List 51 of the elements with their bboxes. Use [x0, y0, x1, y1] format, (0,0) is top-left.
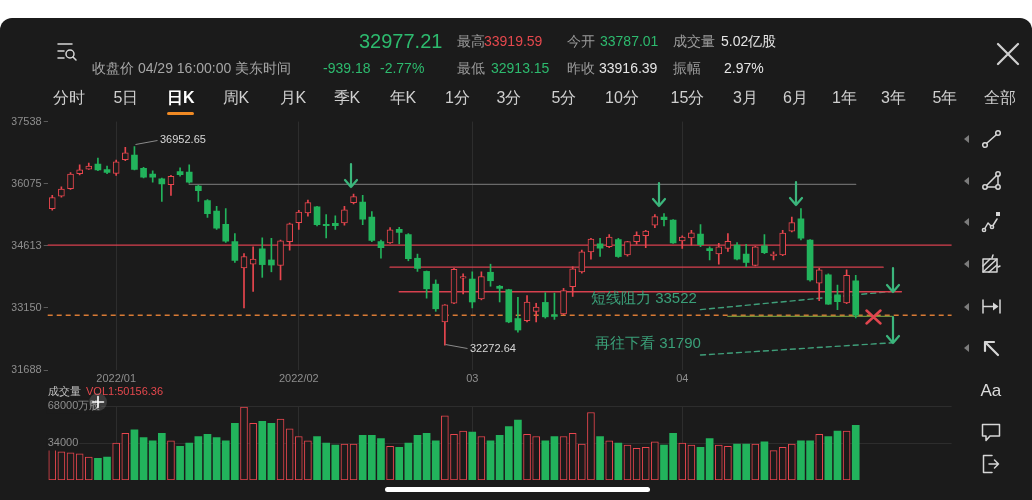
text: 昨收	[567, 59, 595, 77]
text: 1分	[445, 88, 470, 108]
text: 32977.21	[359, 29, 443, 53]
text: 10分	[605, 88, 639, 108]
text: 最高	[457, 32, 485, 50]
text: 月K	[279, 88, 307, 108]
x-tick-label: 03	[466, 371, 479, 384]
text: 日K	[167, 88, 195, 108]
text: 2.97%	[724, 59, 764, 77]
text: 5年	[932, 88, 958, 108]
text: 年K	[389, 88, 417, 108]
text: 33919.59	[484, 32, 543, 50]
text: 振幅	[673, 59, 701, 77]
text: 15分	[670, 88, 705, 108]
text: -939.18	[323, 59, 371, 77]
text: 今开	[567, 32, 595, 50]
text: 33787.01	[600, 32, 659, 50]
x-tick-label: 04	[676, 371, 689, 384]
text: 5.02亿股	[721, 32, 777, 50]
text: 5日	[113, 88, 139, 108]
text: 季K	[333, 88, 361, 108]
y-tick-label: 34000	[47, 436, 79, 449]
text: 分时	[53, 88, 85, 108]
text: 1年	[832, 88, 857, 108]
y-tick-label: 31688	[11, 363, 42, 376]
annotation: 36952.65	[160, 133, 206, 147]
text: 最低	[457, 59, 485, 77]
text: -2.77%	[380, 59, 425, 77]
text: 33916.39	[599, 59, 658, 77]
text: 3年	[881, 88, 906, 108]
text: 全部	[983, 88, 1016, 108]
annotation: 再往下看 31790	[595, 334, 701, 352]
text: 成交量	[673, 32, 715, 50]
x-tick-label: 2022/02	[278, 371, 319, 384]
annotation: 32272.64	[470, 342, 516, 356]
y-tick-label: 33150	[11, 300, 42, 313]
y-tick-label: 34613	[11, 238, 42, 251]
text: Aa	[980, 380, 1002, 402]
text: 3分	[496, 88, 522, 108]
chart-title: 成交量	[48, 385, 81, 399]
text: 32913.15	[491, 59, 550, 77]
text: 3月	[733, 88, 758, 108]
x-tick-label: 2022/01	[96, 371, 137, 384]
text: VOL1:50156.36	[86, 385, 164, 399]
annotation: 短线阻力 33522	[591, 289, 697, 307]
text: 5分	[551, 88, 577, 108]
y-tick-label: 37538	[11, 114, 42, 127]
text: 周K	[222, 88, 250, 108]
y-tick-label: 36075	[11, 176, 42, 189]
text: 6月	[783, 88, 808, 108]
text: 收盘价 04/29 16:00:00 美东时间	[92, 59, 292, 77]
